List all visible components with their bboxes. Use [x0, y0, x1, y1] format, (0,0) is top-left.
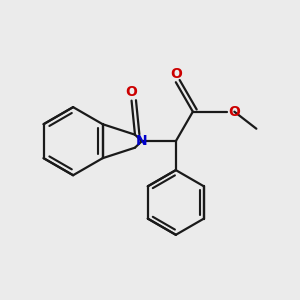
Text: N: N	[136, 134, 148, 148]
Text: O: O	[229, 105, 241, 119]
Text: O: O	[126, 85, 137, 99]
Text: O: O	[170, 67, 182, 81]
